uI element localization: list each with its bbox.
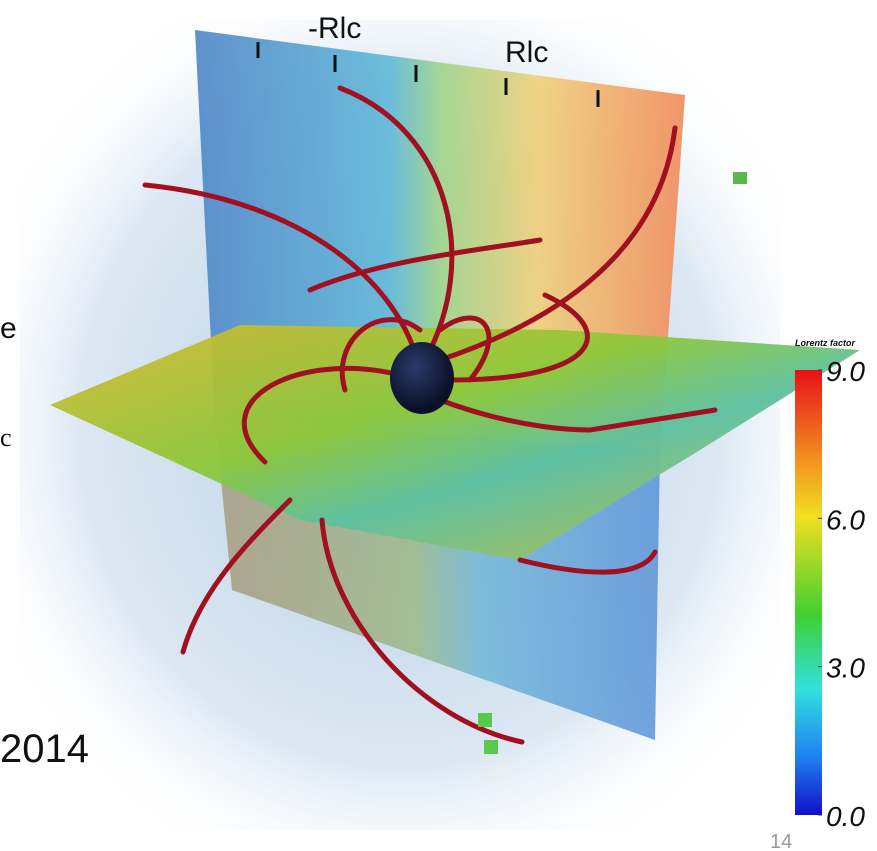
- star: [390, 342, 454, 414]
- side-text: c: [0, 423, 12, 452]
- colorbar-tick-label: 0.0: [826, 801, 865, 832]
- colorbar-tick-label: 3.0: [826, 653, 865, 684]
- year: 2014: [0, 727, 89, 771]
- plane-ticks: [256, 42, 600, 107]
- plane-label-right: Rlc: [505, 36, 548, 69]
- disk: [50, 325, 860, 560]
- blob: [484, 740, 498, 754]
- blob: [478, 713, 492, 727]
- colorbar-tick-label: 6.0: [826, 504, 865, 535]
- field-lines: [142, 85, 718, 745]
- blob: [733, 172, 747, 184]
- page-number: 14: [770, 831, 792, 851]
- colorbar-title: Lorentz factor: [795, 338, 856, 348]
- colorbar: [795, 370, 822, 815]
- colorbar-tick-label: 9.0: [826, 356, 865, 387]
- plane-label-left: -Rlc: [308, 12, 361, 45]
- side-text: e: [0, 312, 17, 345]
